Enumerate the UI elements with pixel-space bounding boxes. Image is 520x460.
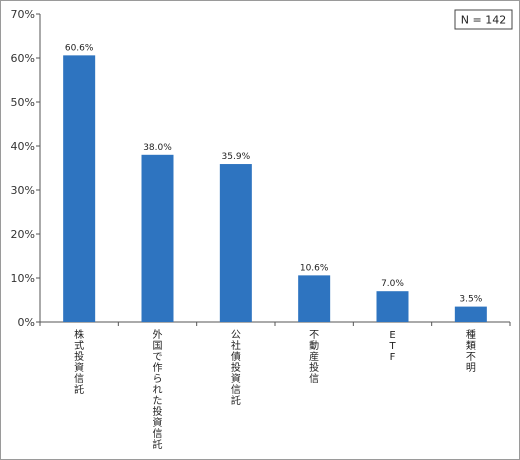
y-axis: 0% 10% 20% 30% 40% 50% 60% 70%	[11, 8, 41, 329]
data-label: 10.6%	[300, 263, 329, 273]
sample-size-label: N = 142	[461, 14, 506, 27]
bar	[376, 291, 409, 322]
data-label: 3.5%	[459, 295, 482, 305]
bars	[63, 55, 487, 323]
y-tick-label: 0%	[18, 316, 35, 329]
bar	[454, 306, 487, 322]
sample-size-box: N = 142	[454, 9, 513, 30]
bar	[298, 275, 331, 322]
data-labels: 60.6% 38.0% 35.9% 10.6% 7.0% 3.5%	[65, 43, 483, 304]
category-labels: 株式投資信託 外国で作られた投資信託 公社債投資信託 不動産投信 E T F 種類不明	[74, 328, 476, 451]
y-tick-label: 20%	[11, 228, 35, 241]
data-label: 35.9%	[222, 152, 251, 162]
data-label: 38.0%	[143, 143, 172, 153]
y-tick-label: 40%	[11, 140, 35, 153]
category-label: 公社債投資信託	[231, 330, 241, 407]
bar	[63, 55, 96, 323]
y-tick-label: 30%	[11, 184, 35, 197]
data-label: 60.6%	[65, 43, 94, 53]
category-label: 不動産投信	[309, 330, 319, 385]
y-tick-label: 50%	[11, 96, 35, 109]
category-label: 種類不明	[466, 328, 476, 374]
category-label: 外国で作られた投資信託	[153, 329, 163, 451]
bar	[141, 154, 174, 322]
sample-size-border	[454, 9, 513, 30]
y-tick-label: 60%	[11, 52, 35, 65]
y-tick-label: 70%	[11, 8, 35, 21]
bar	[219, 164, 252, 322]
y-tick-label: 10%	[11, 272, 35, 285]
data-label: 7.0%	[381, 279, 404, 289]
category-label: 株式投資信託	[74, 328, 84, 396]
x-axis	[39, 321, 511, 326]
